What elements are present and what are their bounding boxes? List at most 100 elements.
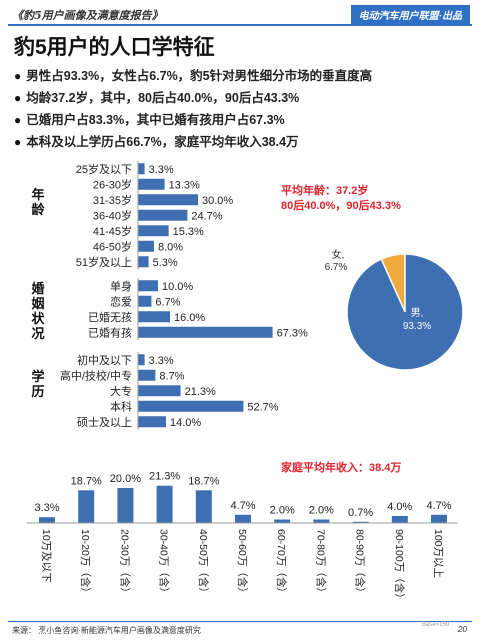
summary-bullets: 男性占93.3%，女性占6.7%，豹5针对男性细分市场的垂直度高 均龄37.2岁…	[14, 65, 372, 153]
income-bar	[117, 488, 134, 523]
category-label: 25岁及以下	[76, 162, 132, 176]
bar	[138, 225, 169, 237]
summary-bullet: 均龄37.2岁，其中，80后占40.0%，90后占43.3%	[14, 87, 372, 109]
bar	[138, 194, 198, 206]
bar	[138, 163, 145, 175]
income-data-label: 4.0%	[387, 501, 412, 513]
bar	[138, 295, 152, 307]
income-data-label: 3.3%	[34, 502, 59, 514]
income-category-label: 70-80万（含）	[314, 529, 327, 598]
category-label: 大专	[110, 384, 132, 398]
category-label: 单身	[110, 279, 132, 293]
pie-label-male-name: 男,	[411, 307, 424, 319]
income-bar	[156, 485, 173, 523]
income-data-label: 2.0%	[270, 505, 295, 517]
data-label: 30.0%	[202, 195, 233, 207]
income-data-label: 21.3%	[149, 471, 180, 483]
pie-slice-male	[346, 253, 464, 371]
footer-divider	[8, 621, 472, 622]
income-bar	[195, 490, 212, 523]
data-label: 24.7%	[191, 210, 222, 222]
income-category-label: 80-90万（含）	[354, 529, 367, 598]
bar	[138, 326, 273, 338]
header-divider	[8, 24, 472, 26]
income-category-label: 10-20万（含）	[79, 529, 92, 598]
income-bar-chart: 3.3% 10万及以下 18.7% 10-20万（含） 20.0% 20-30万（含） 21…	[27, 471, 458, 604]
page-title: 豹5用户的人口学特征	[14, 36, 215, 59]
bar	[138, 400, 244, 412]
category-label: 已婚无孩	[88, 310, 132, 324]
data-label: 8.0%	[158, 241, 183, 253]
data-label: 14.0%	[170, 417, 201, 429]
income-data-label: 20.0%	[110, 473, 141, 485]
income-category-label: 10万及以下	[40, 529, 52, 583]
group-label-marital: 婚姻状况	[31, 281, 45, 341]
income-category-label: 30-40万（含）	[158, 529, 171, 598]
data-label: 21.3%	[185, 386, 216, 398]
category-label: 硕士及以上	[77, 416, 132, 429]
data-label: 3.3%	[149, 164, 174, 176]
summary-bullet: 已婚用户占83.3%，其中已婚有孩用户占67.3%	[14, 109, 372, 131]
data-label: 6.7%	[155, 296, 180, 308]
category-label: 41-45岁	[93, 224, 132, 238]
pie-label-female-name: 女,	[332, 248, 345, 261]
category-label: 初中及以下	[77, 353, 132, 367]
income-bar	[431, 514, 447, 523]
income-data-label: 18.7%	[71, 475, 102, 487]
data-label: 3.3%	[149, 355, 174, 367]
income-bar	[352, 521, 369, 523]
data-label: 16.0%	[174, 312, 205, 324]
group-label-education: 学历	[31, 369, 45, 399]
pie-label-male-value: 93.3%	[403, 321, 431, 332]
category-label: 51岁及以上	[76, 255, 132, 269]
category-label: 46-50岁	[93, 239, 132, 253]
gender-pie-chart: 男, 93.3% 女,6.7%	[325, 248, 464, 371]
report-title: 《豹5用户画像及满意度报告》	[12, 9, 163, 22]
category-label: 高中/技校/中专	[60, 368, 132, 382]
income-data-label: 18.7%	[188, 475, 219, 487]
data-label: 8.7%	[159, 370, 184, 382]
category-label: 26-30岁	[93, 177, 132, 191]
pie-label-female-value: 6.7%	[325, 262, 348, 273]
income-chart-title: 家庭平均年收入：38.4万	[281, 462, 402, 474]
source-note: 来源： 烹小鱼咨询·新能源汽车用户画像及满意度研究	[12, 626, 201, 635]
summary-bullet: 本科及以上学历占66.7%，家庭平均年收入38.4万	[14, 131, 372, 153]
bar	[138, 209, 188, 221]
income-bar	[235, 514, 251, 523]
data-label: 10.0%	[162, 281, 193, 293]
avg-age-detail: 80后40.0%，90后43.3%	[281, 200, 401, 212]
bar	[138, 369, 156, 381]
income-bar	[313, 519, 330, 523]
demographic-bar-chart: 25岁及以下 3.3% 26-30岁 13.3% 31-35岁 30.0% 36-40岁 24…	[60, 161, 308, 430]
category-label: 31-35岁	[93, 193, 132, 207]
income-bar	[391, 516, 408, 523]
income-category-label: 20-30万（含）	[118, 529, 131, 598]
data-label: 13.3%	[169, 179, 200, 191]
bar	[138, 416, 166, 428]
income-category-label: 100万以上	[432, 529, 444, 578]
income-bar	[274, 519, 291, 523]
income-data-label: 0.7%	[348, 507, 373, 519]
data-label: 15.3%	[173, 226, 204, 238]
category-label: 恋爱	[110, 294, 132, 308]
bar	[138, 311, 170, 323]
avg-age-note: 平均年龄：37.2岁 80后40.0%，90后43.3%	[281, 184, 401, 214]
income-category-label: 40-50万（含）	[197, 529, 210, 598]
income-category-label: 50-60万（含）	[236, 529, 249, 598]
category-label: 已婚有孩	[88, 325, 132, 339]
publisher-badge: 电动汽车用户联盟·出品	[350, 5, 470, 24]
category-label: 本科	[110, 399, 132, 413]
data-label: 5.3%	[153, 257, 178, 269]
bar	[138, 385, 181, 397]
income-data-label: 4.7%	[230, 500, 255, 512]
avg-age-title: 平均年龄：37.2岁	[281, 185, 369, 197]
page-number: 20	[458, 625, 467, 634]
income-bar	[78, 490, 95, 523]
category-label: 36-40岁	[93, 208, 132, 222]
base-note: Base=150	[422, 622, 450, 628]
data-label: 52.7%	[247, 401, 278, 413]
income-category-label: 90-100万（含）	[393, 529, 406, 604]
income-data-label: 4.7%	[426, 500, 451, 512]
bar	[138, 354, 145, 366]
data-label: 67.3%	[277, 327, 308, 339]
